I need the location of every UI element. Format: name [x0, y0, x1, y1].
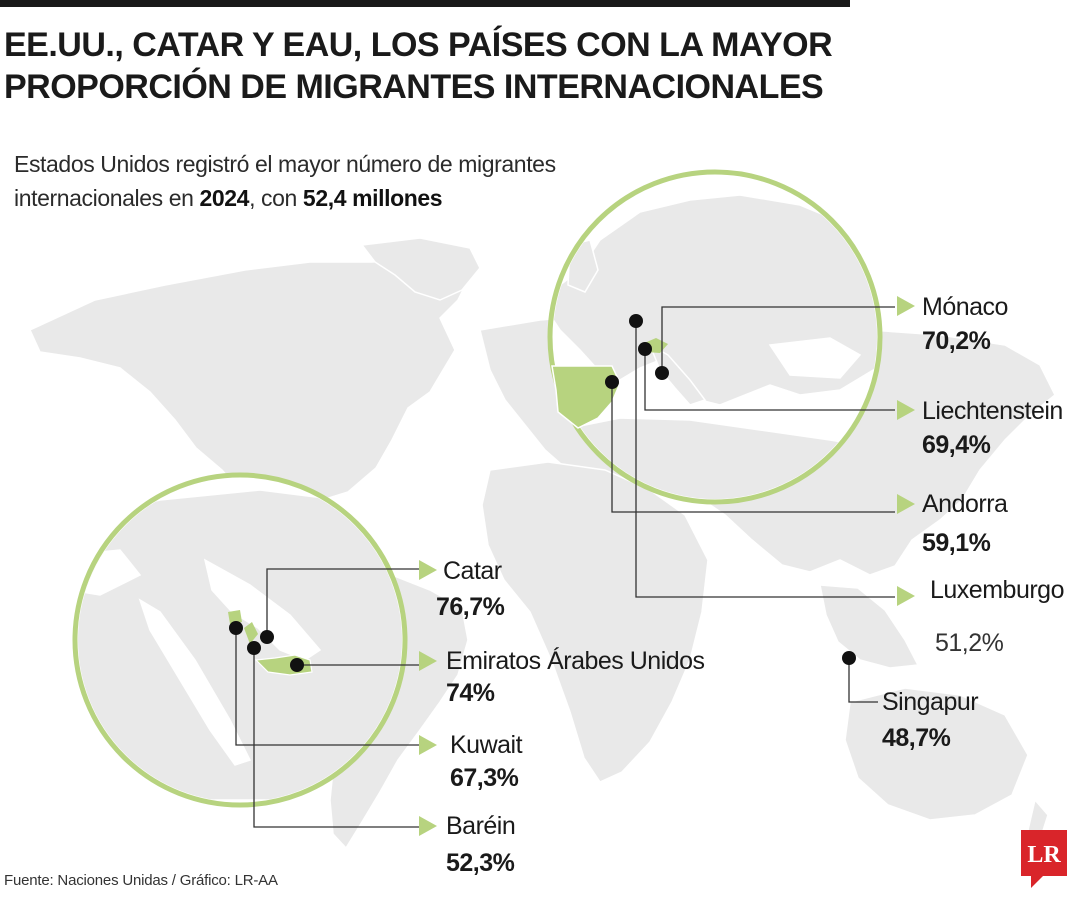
- middle-east-zoom: [72, 472, 408, 808]
- label-luxemburgo: Luxemburgo: [930, 576, 1064, 604]
- pointer-liechtenstein-icon: [897, 400, 915, 420]
- qatar-highlight: [244, 622, 258, 644]
- greenland: [360, 237, 481, 301]
- subtitle-year: 2024: [199, 185, 250, 211]
- leader-line-barein: [253, 648, 420, 828]
- label-singapur: Singapur: [882, 688, 979, 716]
- source-credit: Fuente: Naciones Unidas / Gráfico: LR-AA: [4, 872, 278, 889]
- subtitle: Estados Unidos registró el mayor número …: [14, 147, 584, 215]
- leader-line-andorra: [611, 383, 895, 513]
- marker-monaco: [655, 366, 669, 380]
- label-liechtenstein: Liechtenstein: [922, 397, 1063, 425]
- title-line-2: PROPORCIÓN DE MIGRANTES INTERNACIONALES: [4, 68, 824, 106]
- kuwait-highlight: [228, 610, 242, 624]
- pointer-andorra-icon: [897, 494, 915, 514]
- lr-logo: LR: [1021, 830, 1067, 888]
- subtitle-line-1: Estados Unidos registró el mayor número …: [14, 151, 556, 177]
- pointer-catar-icon: [419, 560, 437, 580]
- value-andorra: 59,1%: [922, 529, 991, 557]
- value-emiratos: 74%: [446, 679, 495, 707]
- pointer-barein-icon: [419, 816, 437, 836]
- marker-liechtenstein: [638, 342, 652, 356]
- top-rule: [0, 0, 850, 7]
- page-title: EE.UU., CATAR Y EAU, LOS PAÍSES CON LA M…: [4, 24, 884, 108]
- leader-lines: [235, 306, 895, 828]
- leader-line-luxemburgo: [635, 321, 895, 598]
- australia: [844, 687, 1029, 821]
- marker-luxemburgo: [629, 314, 643, 328]
- label-barein: Baréin: [446, 812, 516, 840]
- southeast-asia: [819, 584, 920, 669]
- leader-line-monaco: [661, 306, 895, 373]
- marker-catar: [260, 630, 274, 644]
- label-catar: Catar: [443, 557, 502, 585]
- subtitle-line-2-pre: internacionales en: [14, 185, 200, 211]
- value-monaco: 70,2%: [922, 327, 991, 355]
- marker-barein: [247, 641, 261, 655]
- marker-emiratos: [290, 658, 304, 672]
- leader-line-liechtenstein: [644, 350, 895, 411]
- label-kuwait: Kuwait: [450, 731, 523, 759]
- pointer-emiratos-icon: [419, 651, 437, 671]
- marker-kuwait: [229, 621, 243, 635]
- value-kuwait: 67,3%: [450, 764, 519, 792]
- markers: [229, 314, 856, 672]
- pointer-monaco-icon: [897, 296, 915, 316]
- north-america: [29, 257, 474, 519]
- africa: [481, 461, 709, 783]
- value-luxemburgo: 51,2%: [935, 629, 1004, 657]
- pointers: [419, 296, 915, 836]
- pointer-kuwait-icon: [419, 735, 437, 755]
- label-emiratos: Emiratos Árabes Unidos: [446, 647, 705, 675]
- leader-line-kuwait: [235, 628, 420, 746]
- black-sea: [768, 337, 862, 379]
- value-singapur: 48,7%: [882, 724, 951, 752]
- subtitle-total: 52,4 millones: [302, 185, 443, 211]
- spain-highlight: [551, 365, 621, 429]
- value-liechtenstein: 69,4%: [922, 431, 991, 459]
- value-barein: 52,3%: [446, 849, 515, 877]
- red-sea: [138, 598, 252, 766]
- lr-logo-text: LR: [1027, 842, 1061, 868]
- value-catar: 76,7%: [436, 593, 505, 621]
- title-line-1: EE.UU., CATAR Y EAU, LOS PAÍSES CON LA M…: [4, 26, 833, 64]
- marker-andorra: [605, 375, 619, 389]
- marker-singapur: [842, 651, 856, 665]
- label-monaco: Mónaco: [922, 293, 1008, 321]
- pointer-luxemburgo-icon: [897, 586, 915, 606]
- label-andorra: Andorra: [922, 490, 1008, 518]
- subtitle-line-2-mid: , con: [249, 185, 303, 211]
- leader-line-catar: [266, 568, 420, 637]
- leader-line-singapur: [848, 658, 878, 703]
